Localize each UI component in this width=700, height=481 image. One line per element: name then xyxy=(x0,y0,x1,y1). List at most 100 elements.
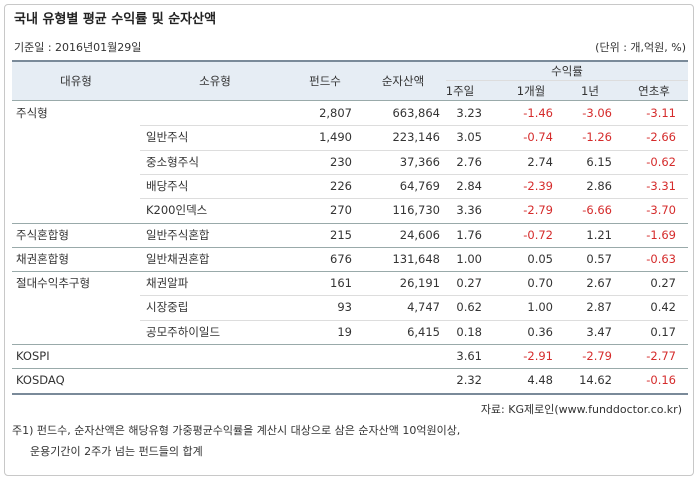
row-separator xyxy=(140,125,688,127)
row-type: 주식형 xyxy=(16,106,48,120)
cell-value: -0.63 xyxy=(646,251,676,266)
header-divider xyxy=(446,80,688,81)
cell-value: 0.05 xyxy=(527,251,553,266)
cell-value: 2,807 xyxy=(319,106,352,120)
cell-value: 2.67 xyxy=(586,276,612,291)
cell-value: 3.61 xyxy=(456,349,482,363)
row-subtype: 배당주식 xyxy=(146,178,189,193)
cell-value: -2.91 xyxy=(523,349,553,363)
cell-value: 4.48 xyxy=(527,373,553,388)
cell-value: 2.84 xyxy=(456,178,482,193)
row-separator xyxy=(12,344,688,345)
cell-value: -3.70 xyxy=(646,203,676,218)
cell-value: 3.36 xyxy=(456,203,482,218)
row-separator xyxy=(140,173,688,175)
cell-value: 0.27 xyxy=(456,276,482,291)
column-header: 순자산액 xyxy=(381,74,425,88)
row-separator xyxy=(12,392,688,395)
row-separator xyxy=(12,271,688,273)
cell-value: -2.66 xyxy=(646,130,676,145)
cell-value: 0.36 xyxy=(527,324,553,339)
cell-value: 64,769 xyxy=(399,178,440,193)
cell-value: -3.31 xyxy=(646,178,676,193)
row-separator xyxy=(12,368,688,370)
row-type: 채권혼합형 xyxy=(16,251,69,266)
column-header: 대유형 xyxy=(60,74,92,88)
cell-value: 26,191 xyxy=(399,276,440,291)
cell-value: 19 xyxy=(337,324,352,339)
column-header: 소유형 xyxy=(199,74,231,88)
cell-value: -3.06 xyxy=(582,106,612,120)
cell-value: 223,146 xyxy=(392,130,440,145)
cell-value: -0.72 xyxy=(523,227,553,242)
cell-value: 3.23 xyxy=(456,106,482,120)
cell-value: 0.62 xyxy=(456,300,482,315)
cell-value: 2.86 xyxy=(586,178,612,193)
cell-value: -2.79 xyxy=(523,203,553,218)
cell-value: -2.39 xyxy=(523,178,553,193)
cell-value: -0.74 xyxy=(523,130,553,145)
cell-value: 2.32 xyxy=(456,373,482,388)
cell-value: 0.27 xyxy=(650,276,676,291)
cell-value: -2.79 xyxy=(582,349,612,363)
row-separator xyxy=(12,222,688,224)
cell-value: 37,366 xyxy=(399,154,440,169)
cell-value: 0.57 xyxy=(586,251,612,266)
row-subtype: 공모주하이일드 xyxy=(146,324,221,339)
cell-value: 3.47 xyxy=(586,324,612,339)
cell-value: 1,490 xyxy=(319,130,352,145)
cell-value: 2.87 xyxy=(586,300,612,315)
cell-value: -0.62 xyxy=(646,154,676,169)
title: 국내 유형별 평균 수익률 및 순자산액 xyxy=(14,12,217,27)
column-header: 1개월 xyxy=(516,84,546,98)
cell-value: 230 xyxy=(330,154,352,169)
cell-value: -1.46 xyxy=(523,106,553,120)
cell-value: 215 xyxy=(330,227,352,242)
date: 기준일 : 2016년01월29일 xyxy=(14,41,142,54)
cell-value: 93 xyxy=(337,300,352,315)
row-subtype: 채권알파 xyxy=(146,276,189,291)
cell-value: 0.42 xyxy=(650,300,676,315)
cell-value: 0.17 xyxy=(650,324,676,339)
cell-value: 1.76 xyxy=(456,227,482,242)
cell-value: 161 xyxy=(330,276,352,291)
cell-value: 6,415 xyxy=(407,324,440,339)
row-subtype: 일반채권혼합 xyxy=(146,251,210,266)
row-subtype: 일반주식혼합 xyxy=(146,227,210,242)
column-group-header: 수익률 xyxy=(551,64,583,78)
row-type: 절대수익추구형 xyxy=(16,276,91,291)
cell-value: 676 xyxy=(330,251,352,266)
cell-value: -1.26 xyxy=(582,130,612,145)
row-type: KOSPI xyxy=(16,349,50,363)
table-top xyxy=(12,60,688,62)
column-header: 펀드수 xyxy=(309,74,341,88)
cell-value: 14.62 xyxy=(579,373,612,388)
column-header: 연초후 xyxy=(638,84,670,98)
row-subtype: K200인덱스 xyxy=(146,203,208,218)
cell-value: 0.18 xyxy=(456,324,482,339)
row-separator xyxy=(140,319,688,321)
note: 주1) 펀드수, 순자산액은 해당유형 가중평균수익률을 계산시 대상으로 삼은… xyxy=(12,424,461,437)
cell-value: 270 xyxy=(330,203,352,218)
cell-value: 1.21 xyxy=(586,227,612,242)
row-separator xyxy=(140,149,688,151)
unit: (단위 : 개,억원, %) xyxy=(595,41,686,54)
cell-value: 24,606 xyxy=(399,227,440,242)
column-header: 1년 xyxy=(581,84,599,98)
row-type: KOSDAQ xyxy=(16,373,65,388)
cell-value: 6.15 xyxy=(586,154,612,169)
cell-value: 1.00 xyxy=(527,300,553,315)
cell-value: 4,747 xyxy=(407,300,440,315)
frame xyxy=(4,4,694,476)
cell-value: -2.77 xyxy=(646,349,676,363)
row-separator xyxy=(12,246,688,248)
cell-value: -3.11 xyxy=(646,106,676,120)
cell-value: -0.16 xyxy=(646,373,676,388)
cell-value: 131,648 xyxy=(392,251,440,266)
cell-value: 1.00 xyxy=(456,251,482,266)
note: 운용기간이 2주가 넘는 펀드들의 합계 xyxy=(30,445,203,458)
cell-value: 116,730 xyxy=(392,203,440,218)
row-subtype: 중소형주식 xyxy=(146,154,199,169)
source: 자료: KG제로인(www.funddoctor.co.kr) xyxy=(480,403,682,416)
